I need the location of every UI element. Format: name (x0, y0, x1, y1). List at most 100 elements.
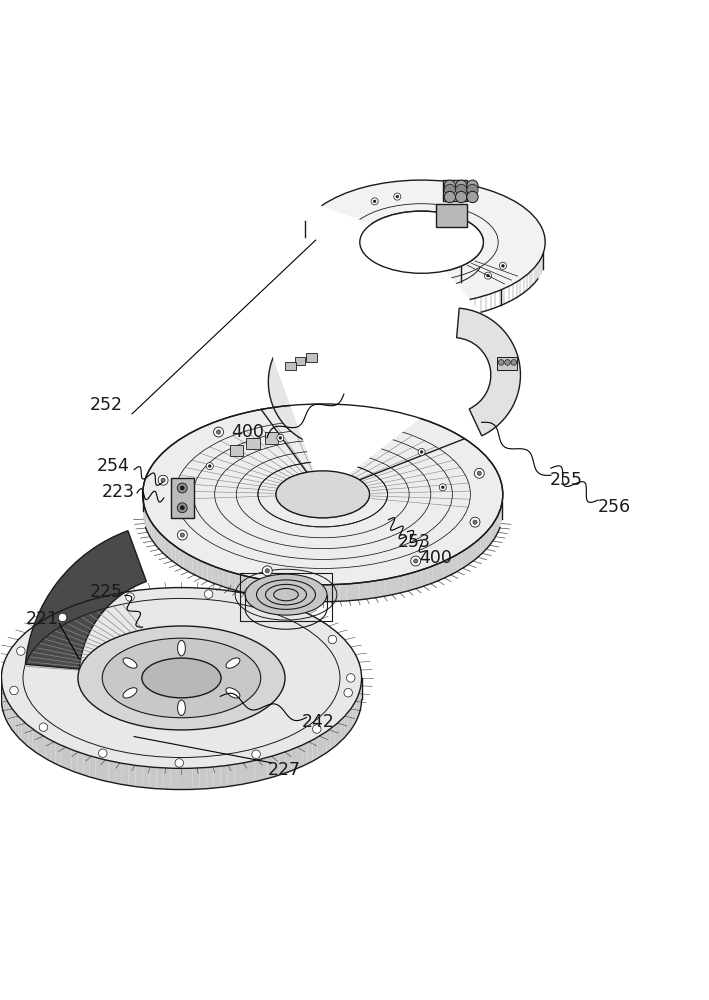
Ellipse shape (276, 471, 369, 518)
Polygon shape (115, 762, 122, 784)
Polygon shape (274, 754, 279, 777)
Text: 221: 221 (26, 610, 59, 628)
Polygon shape (18, 716, 21, 741)
Polygon shape (159, 532, 162, 552)
Polygon shape (333, 584, 340, 602)
Circle shape (252, 750, 260, 758)
Polygon shape (484, 532, 487, 552)
Polygon shape (254, 578, 259, 596)
Circle shape (511, 360, 517, 365)
Polygon shape (83, 754, 89, 777)
Ellipse shape (177, 700, 185, 716)
Text: 400: 400 (419, 549, 452, 567)
Polygon shape (358, 692, 359, 717)
Circle shape (313, 725, 321, 733)
Polygon shape (154, 525, 156, 545)
Circle shape (498, 360, 504, 365)
Polygon shape (206, 767, 213, 789)
Polygon shape (474, 541, 477, 560)
Polygon shape (481, 535, 484, 555)
Polygon shape (492, 522, 494, 542)
Polygon shape (326, 729, 330, 753)
Circle shape (99, 749, 107, 757)
Polygon shape (168, 541, 172, 560)
Circle shape (17, 647, 25, 655)
Polygon shape (360, 685, 361, 710)
Circle shape (204, 590, 213, 598)
Circle shape (420, 451, 423, 453)
Polygon shape (248, 761, 255, 783)
Circle shape (445, 184, 456, 196)
Wedge shape (268, 319, 323, 445)
Circle shape (213, 427, 223, 437)
Circle shape (161, 478, 165, 482)
Polygon shape (404, 573, 411, 592)
Polygon shape (230, 572, 235, 590)
Polygon shape (279, 582, 286, 600)
Circle shape (125, 593, 134, 601)
Polygon shape (462, 549, 466, 569)
Polygon shape (66, 747, 72, 771)
Polygon shape (172, 544, 175, 563)
Polygon shape (352, 703, 354, 727)
Ellipse shape (226, 658, 240, 668)
Polygon shape (16, 713, 18, 737)
Polygon shape (428, 566, 432, 585)
Circle shape (180, 506, 184, 510)
Polygon shape (171, 768, 178, 790)
Ellipse shape (359, 211, 484, 273)
Polygon shape (457, 552, 462, 571)
Circle shape (477, 471, 481, 475)
Polygon shape (33, 729, 37, 753)
Polygon shape (218, 568, 224, 587)
Circle shape (180, 533, 184, 537)
Polygon shape (432, 564, 438, 583)
Polygon shape (392, 576, 398, 595)
Polygon shape (61, 745, 66, 769)
Polygon shape (443, 559, 448, 579)
Polygon shape (143, 404, 503, 585)
FancyBboxPatch shape (171, 478, 194, 518)
Polygon shape (185, 768, 192, 790)
Polygon shape (162, 535, 164, 555)
Polygon shape (255, 759, 261, 782)
Polygon shape (261, 757, 267, 780)
Polygon shape (266, 580, 273, 598)
Polygon shape (72, 750, 77, 773)
Circle shape (175, 759, 184, 767)
Polygon shape (145, 509, 146, 529)
Polygon shape (25, 723, 28, 747)
Polygon shape (259, 579, 266, 597)
Polygon shape (188, 554, 193, 574)
FancyBboxPatch shape (443, 180, 467, 201)
Polygon shape (55, 743, 61, 766)
Text: 255: 255 (550, 471, 583, 489)
Polygon shape (208, 564, 213, 583)
Circle shape (470, 517, 480, 527)
Text: 400: 400 (230, 423, 264, 441)
Polygon shape (498, 512, 499, 533)
Polygon shape (330, 726, 335, 750)
Polygon shape (5, 696, 6, 721)
Polygon shape (199, 767, 206, 789)
Polygon shape (1, 588, 362, 768)
Polygon shape (319, 585, 326, 602)
Polygon shape (335, 723, 338, 747)
Polygon shape (326, 585, 333, 602)
Circle shape (456, 184, 467, 196)
Ellipse shape (78, 626, 285, 730)
Circle shape (440, 484, 446, 491)
FancyBboxPatch shape (285, 362, 296, 370)
Circle shape (277, 605, 286, 614)
Polygon shape (220, 765, 228, 787)
Polygon shape (422, 568, 428, 587)
Ellipse shape (123, 658, 137, 668)
Polygon shape (438, 562, 443, 581)
Polygon shape (489, 525, 492, 545)
Text: 227: 227 (267, 761, 301, 779)
FancyBboxPatch shape (294, 357, 305, 365)
Circle shape (393, 193, 401, 200)
Polygon shape (247, 576, 254, 595)
Polygon shape (213, 766, 220, 788)
Circle shape (467, 184, 478, 196)
